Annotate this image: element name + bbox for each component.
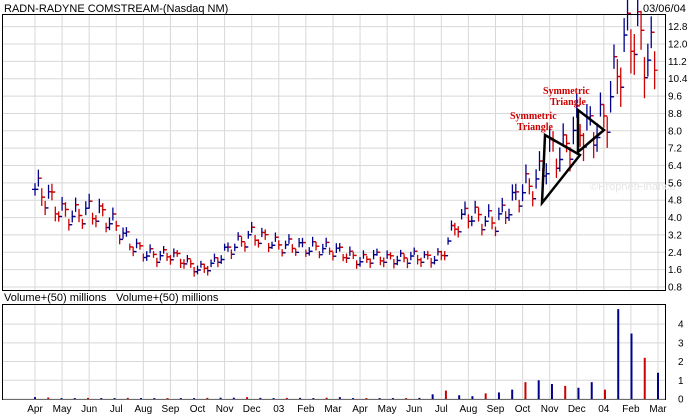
chart-title: RADN-RADYNE COMSTREAM-(Nasdaq NM)	[4, 3, 228, 15]
month-tick-label: May	[378, 404, 397, 415]
month-tick-label: Feb	[622, 404, 640, 415]
price-tick-label: 8.0	[668, 126, 682, 137]
month-tick-label: Oct	[515, 404, 531, 415]
month-tick-label: Apr	[352, 404, 368, 415]
price-tick-label: 12.8	[668, 22, 688, 33]
triangle-pattern-2	[576, 107, 606, 155]
month-tick-label: Jun	[406, 404, 422, 415]
price-bar	[651, 31, 658, 90]
month-tick-label: Dec	[243, 404, 261, 415]
watermark: ©ProphetFinance	[590, 181, 676, 193]
month-tick-label: Mar	[324, 404, 342, 415]
price-tick-label: 3.2	[668, 230, 682, 241]
annotation-1-line2: Triangle	[517, 122, 553, 133]
month-tick-label: Dec	[568, 404, 586, 415]
volume-tick-label: 4	[678, 320, 684, 331]
month-tick-label: Sep	[487, 404, 505, 415]
price-tick-labels: 12.8 12.0 11.2 10.4 9.6 8.8 8.0 7.2 6.4 5.6 4.8 4.0…	[668, 22, 688, 293]
volume-label-repeat: Volume+(50) millions	[116, 292, 219, 304]
annotation-1-line1: Symmetric	[510, 111, 557, 122]
price-tick-label: 2.4	[668, 248, 682, 259]
volume-grid	[3, 323, 665, 400]
month-tick-label: Apr	[27, 404, 43, 415]
month-tick-label: Jul	[110, 404, 123, 415]
chart-date: 03/06/04	[643, 3, 686, 15]
month-tick-label: Nov	[541, 404, 559, 415]
volume-tick-label: 1	[678, 376, 684, 387]
month-tick-label: Jun	[81, 404, 97, 415]
price-tick-label: 7.2	[668, 144, 682, 155]
volume-tick-labels: 4 3 2 1 0	[678, 320, 684, 406]
volume-tick-label: 2	[678, 357, 684, 368]
price-tick-label: 8.8	[668, 109, 682, 120]
price-tick-label: 12.0	[668, 40, 688, 51]
price-panel	[2, 14, 666, 291]
month-tick-label: Nov	[216, 404, 234, 415]
price-tick-label: 11.2	[668, 57, 687, 68]
price-tick-label: 10.4	[668, 74, 688, 85]
month-grid	[34, 15, 659, 399]
volume-panel	[2, 304, 666, 400]
price-tick-label: 0.8	[668, 283, 682, 294]
price-bars	[32, 0, 658, 277]
volume-bars	[34, 309, 659, 399]
month-tick-label: May	[53, 404, 72, 415]
month-tick-label: Aug	[459, 404, 477, 415]
month-tick-label: Oct	[190, 404, 206, 415]
month-tick-label: Sep	[162, 404, 180, 415]
volume-tick-label: 0	[678, 395, 684, 406]
price-tick-label: 4.0	[668, 213, 682, 224]
month-tick-label: Aug	[134, 404, 152, 415]
volume-tick-label: 3	[678, 338, 684, 349]
price-tick-label: 1.6	[668, 265, 682, 276]
month-tick-label: Feb	[297, 404, 315, 415]
month-tick-label: Mar	[649, 404, 667, 415]
volume-label: Volume+(50) millions	[4, 292, 107, 304]
triangle-pattern-1	[540, 132, 582, 207]
price-tick-label: 9.6	[668, 92, 682, 103]
annotation-2-line1: Symmetric	[543, 86, 590, 97]
month-tick-labels: Apr May Jun Jul Aug Sep Oct Nov Dec 03 Feb Mar Apr Ma…	[27, 404, 667, 415]
annotation-2-line2: Triangle	[550, 97, 586, 108]
month-tick-label: 03	[273, 404, 285, 415]
price-tick-label: 4.8	[668, 196, 682, 207]
price-tick-label: 6.4	[668, 161, 682, 172]
price-tick-label: 5.6	[668, 178, 682, 189]
month-tick-label: Jul	[435, 404, 448, 415]
month-tick-label: 04	[598, 404, 610, 415]
